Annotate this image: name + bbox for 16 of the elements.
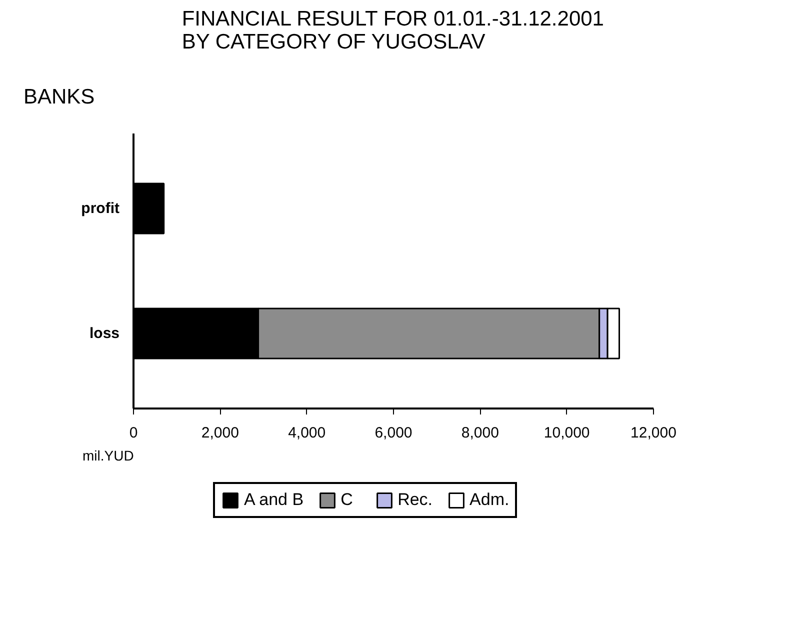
legend-label: C <box>340 490 354 510</box>
x-tick-label: 4,000 <box>288 424 326 442</box>
y-tick-label: loss <box>89 325 120 342</box>
x-tick-label: 6,000 <box>374 424 412 442</box>
x-tick-label: 0 <box>129 424 138 442</box>
y-tick-label: profit <box>81 200 120 217</box>
x-axis-title: mil.YUD <box>82 448 134 464</box>
x-tick-label: 10,000 <box>544 424 590 442</box>
legend-label: Rec. <box>398 490 433 510</box>
legend-label: A and B <box>244 490 304 510</box>
legend-label: Adm. <box>470 490 510 510</box>
chart-title: FINANCIAL RESULT FOR 01.01.-31.12.2001 BY CATEGORY OF YUGOSLAV <box>182 8 604 54</box>
x-tick-label: 8,000 <box>461 424 499 442</box>
x-tick-label: 12,000 <box>630 424 676 442</box>
chart-subtitle: BANKS <box>24 86 95 108</box>
x-tick-label: 2,000 <box>201 424 239 442</box>
